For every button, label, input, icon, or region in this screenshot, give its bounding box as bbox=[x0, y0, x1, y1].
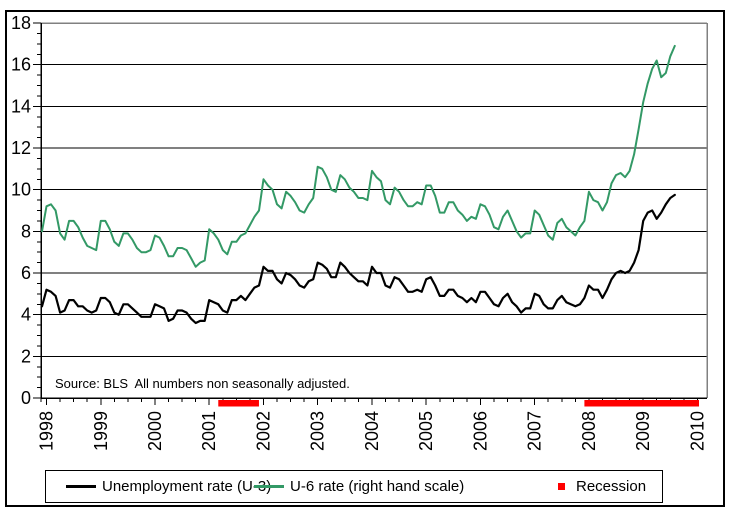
y-axis-tick-label: 4 bbox=[21, 305, 31, 325]
x-axis-year-label: 2000 bbox=[145, 411, 165, 451]
chart-frame bbox=[5, 10, 725, 507]
legend-label-recession: Recession bbox=[576, 478, 647, 495]
legend-item-u6: U-6 rate (right hand scale) bbox=[254, 471, 464, 502]
y-axis-tick-label: 2 bbox=[21, 346, 31, 366]
legend-label-u3: Unemployment rate (U-3) bbox=[102, 478, 272, 495]
chart-legend: Unemployment rate (U-3) U-6 rate (right … bbox=[45, 470, 663, 503]
u6-series-line bbox=[41, 44, 676, 268]
u3-line-swatch bbox=[66, 485, 96, 488]
y-axis-tick-label: 14 bbox=[11, 96, 31, 116]
recession-bar bbox=[218, 400, 259, 407]
y-axis-tick-label: 10 bbox=[11, 180, 31, 200]
y-axis-tick-label: 16 bbox=[11, 55, 31, 75]
y-axis-tick-label: 0 bbox=[21, 388, 31, 408]
axes-and-grid bbox=[33, 22, 708, 405]
y-axis-tick-label: 8 bbox=[21, 221, 31, 241]
source-note: Source: BLS All numbers non seasonally a… bbox=[55, 376, 350, 391]
x-axis-year-label: 2002 bbox=[253, 411, 273, 451]
x-axis-year-label: 2006 bbox=[470, 411, 490, 451]
recession-bars bbox=[218, 400, 699, 407]
x-axis-year-label: 2005 bbox=[416, 411, 436, 451]
recession-bar bbox=[584, 400, 699, 407]
x-axis-year-label: 2010 bbox=[687, 411, 707, 451]
legend-item-u3: Unemployment rate (U-3) bbox=[66, 471, 271, 502]
u6-line-swatch bbox=[254, 485, 284, 488]
x-axis-year-label: 2009 bbox=[633, 411, 653, 451]
legend-item-recession: Recession bbox=[558, 471, 646, 502]
x-axis-year-label: 1999 bbox=[91, 411, 111, 451]
y-axis-tick-label: 18 bbox=[11, 13, 31, 33]
u3-series-line bbox=[40, 193, 676, 325]
x-axis-year-label: 2001 bbox=[199, 411, 219, 451]
x-axis-year-label: 2007 bbox=[525, 411, 545, 451]
x-axis-year-label: 1998 bbox=[37, 411, 57, 451]
legend-label-u6: U-6 rate (right hand scale) bbox=[290, 478, 465, 495]
y-axis-tick-label: 6 bbox=[21, 263, 31, 283]
x-axis-year-label: 2008 bbox=[579, 411, 599, 451]
y-axis-tick-label: 12 bbox=[11, 138, 31, 158]
recession-square-swatch bbox=[558, 483, 565, 490]
x-axis-year-label: 2003 bbox=[308, 411, 328, 451]
x-axis-year-label: 2004 bbox=[362, 411, 382, 451]
